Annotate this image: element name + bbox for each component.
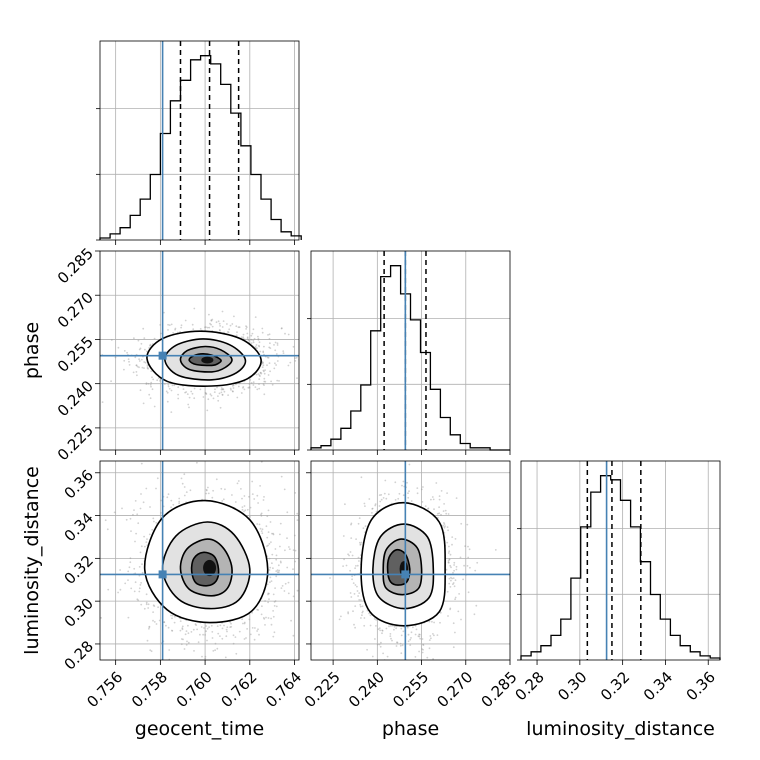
contour-line	[372, 523, 435, 610]
x-axis-title-phase: phase	[382, 718, 439, 740]
x-tick-label: 0.255	[389, 668, 432, 711]
truth-marker	[401, 570, 410, 579]
contour-line	[179, 538, 233, 597]
x-tick-label: 0.270	[433, 668, 476, 711]
panel-luminosity_distance-frame	[520, 460, 721, 661]
y-tick-label: 0.225	[54, 421, 97, 464]
contour-line	[143, 499, 269, 624]
panel-geocent_time-phase	[100, 251, 299, 450]
x-tick-label: 0.764	[262, 668, 305, 711]
x-tick-label: 0.760	[173, 668, 216, 711]
panel-geocent_time-phase-frame	[99, 250, 300, 451]
y-tick-label: 0.36	[61, 466, 97, 502]
y-tick-label: 0.32	[61, 552, 97, 588]
panel-geocent_time-frame	[99, 40, 300, 241]
x-tick-label: 0.36	[683, 668, 719, 704]
x-tick-label: 0.240	[345, 668, 388, 711]
panel-phase-frame	[310, 250, 511, 451]
x-tick-label: 0.34	[640, 668, 676, 704]
contour-line	[382, 538, 423, 596]
panel-geocent_time-luminosity_distance	[100, 461, 299, 660]
y-axis-title-phase: phase	[21, 322, 43, 379]
y-tick-label: 0.270	[54, 289, 97, 332]
x-tick-label: 0.28	[511, 668, 547, 704]
truth-marker	[158, 351, 167, 360]
histogram-luminosity_distance	[520, 461, 721, 660]
x-axis-title-luminosity_distance: luminosity_distance	[526, 718, 715, 740]
contour-line	[190, 551, 220, 587]
y-tick-label: 0.240	[54, 377, 97, 420]
histogram-step	[520, 475, 721, 660]
y-tick-label: 0.255	[54, 333, 97, 376]
x-tick-label: 0.32	[597, 668, 633, 704]
contour-line	[179, 345, 233, 373]
density-peak	[201, 356, 214, 364]
y-tick-label: 0.285	[54, 244, 97, 287]
panel-phase-luminosity_distance	[311, 461, 510, 660]
x-tick-label: 0.30	[554, 668, 590, 704]
contour-line	[146, 330, 262, 387]
contour-line	[188, 353, 222, 367]
y-tick-label: 0.34	[61, 509, 97, 545]
histogram-step	[310, 265, 510, 451]
density-peak	[203, 559, 217, 577]
x-axis-title-geocent_time: geocent_time	[135, 718, 264, 740]
truth-marker	[158, 570, 167, 579]
histogram-geocent_time	[99, 41, 302, 240]
x-tick-label: 0.762	[217, 668, 260, 711]
panel-phase-luminosity_distance-frame	[310, 460, 511, 661]
contour-line	[360, 501, 446, 627]
panel-geocent_time-luminosity_distance-frame	[99, 460, 300, 661]
x-tick-label: 0.225	[301, 668, 344, 711]
y-tick-label: 0.30	[61, 594, 97, 630]
histogram-step	[99, 55, 302, 240]
y-tick-label: 0.28	[61, 637, 97, 673]
histogram-phase	[310, 251, 510, 451]
x-tick-label: 0.756	[83, 668, 126, 711]
y-axis-title-luminosity_distance: luminosity_distance	[21, 466, 43, 655]
x-tick-label: 0.758	[128, 668, 171, 711]
